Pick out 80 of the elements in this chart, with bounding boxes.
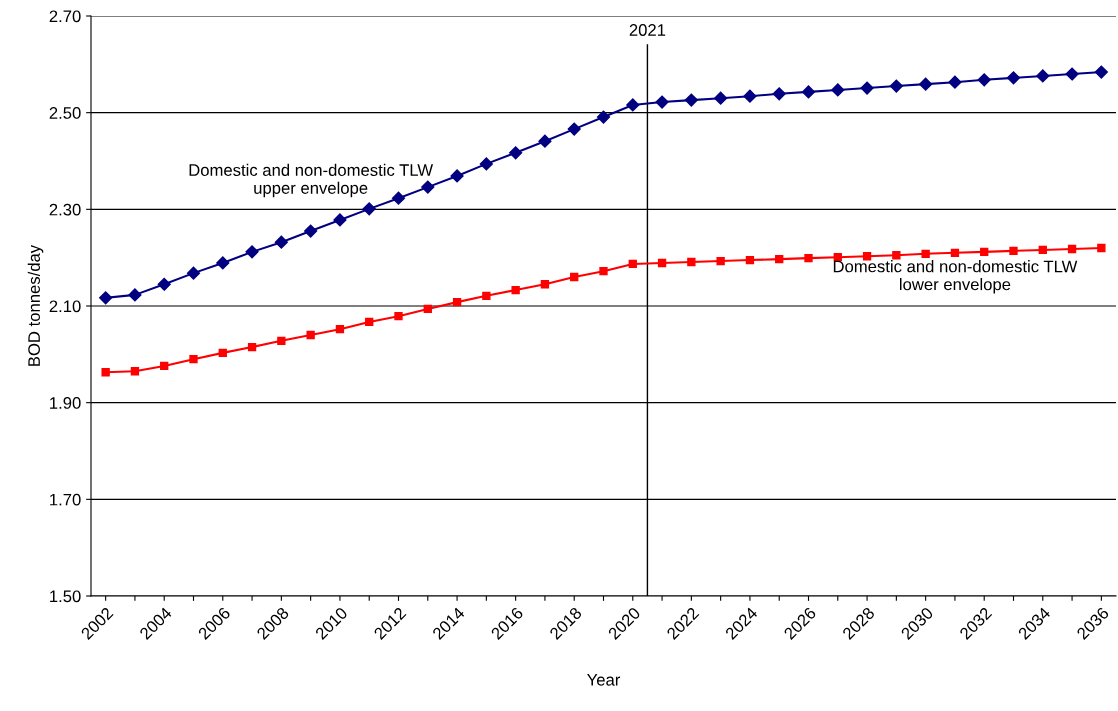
point [130,367,140,376]
point [977,73,991,87]
point [980,247,989,257]
y-tick-label: 2.10 [49,300,81,313]
point [247,342,257,352]
point [892,251,901,260]
y-tick-label: 2.70 [49,10,81,23]
point [684,93,698,107]
point [452,297,462,307]
point [479,157,493,171]
point [687,257,696,267]
point [306,330,315,340]
point [714,91,728,105]
y-axis-title: BOD tonnes/day [27,244,44,366]
point [218,348,227,358]
point [745,255,755,265]
point [889,79,903,93]
point [391,191,406,205]
x-axis-title: Year [587,674,621,686]
point [540,280,550,289]
point [948,75,962,89]
point [186,266,201,280]
point [860,81,874,95]
point [304,224,318,238]
point [655,95,669,109]
point [335,325,345,334]
point [804,253,813,263]
point [482,291,491,301]
point [216,256,230,270]
point [772,87,786,101]
point [1006,71,1021,85]
point [245,245,259,259]
y-tick-label: 1.50 [50,590,81,603]
point [570,272,579,282]
point [511,285,520,295]
point [99,291,113,305]
point [333,213,347,227]
point [596,110,611,124]
point [626,98,640,112]
point [189,354,198,364]
point [657,258,667,268]
point [274,235,288,249]
point [362,202,376,216]
point [365,317,374,327]
y-tick-label: 1.90 [50,397,81,409]
point [1038,245,1047,255]
point [1094,65,1108,79]
point [1009,246,1018,256]
series-label: Domestic and non-domestic TLW upper envelope [189,163,434,198]
point [1036,69,1050,83]
point [160,361,169,371]
point [509,146,523,160]
ref-line-label: 2021 [629,24,666,36]
point [628,259,637,269]
point [128,288,142,302]
point [421,180,435,194]
point [950,248,960,258]
series-label: Domestic and non-domestic TLW lower envelope [833,260,1078,294]
point [775,254,784,264]
y-tick-label: 2.30 [49,203,81,216]
y-tick-label: 1.70 [50,493,81,506]
point [599,267,608,276]
point [157,277,171,291]
point [1067,244,1077,254]
point [423,304,432,314]
point [801,85,816,99]
point [743,89,757,103]
point [1097,243,1106,253]
point [1065,67,1079,81]
point [101,368,110,377]
point [450,169,464,183]
point [716,256,725,266]
point [831,83,845,97]
point [919,77,933,91]
point [567,122,581,136]
point [277,336,286,345]
point [921,249,930,258]
y-tick-label: 2.50 [49,107,81,119]
point [538,134,552,148]
point [394,311,403,321]
